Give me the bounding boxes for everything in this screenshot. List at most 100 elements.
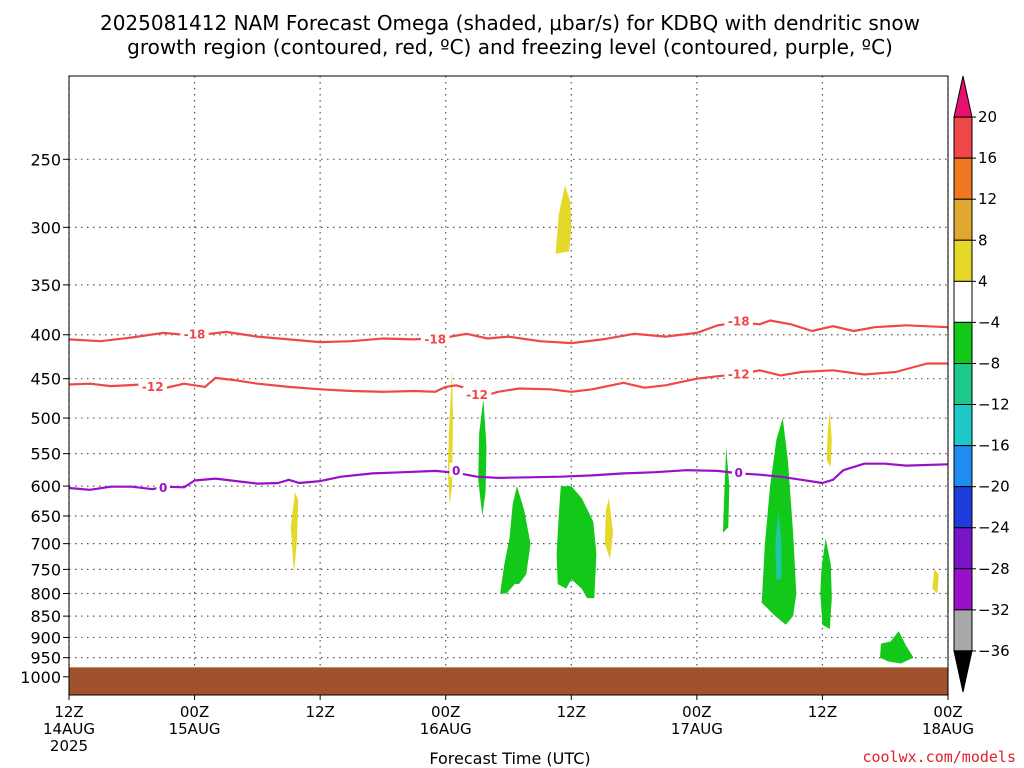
plot-frame <box>68 75 949 696</box>
x-tick-label: 12Z <box>54 703 83 721</box>
source-credit: coolwx.com/models <box>862 748 1016 766</box>
x-tick-label: 17AUG <box>671 720 723 738</box>
y-tick-label: 450 <box>30 370 61 389</box>
y-tick-label: 550 <box>30 445 61 464</box>
colorbar-bin <box>953 362 973 406</box>
omega-region-green-930 <box>880 631 914 664</box>
omega-region-yellow-300 <box>555 185 572 254</box>
colorbar-bin <box>953 198 973 241</box>
x-tick-label: 12Z <box>557 703 586 721</box>
plot-area: -18 -18 -18 -12 -12 -12 0 0 0 <box>68 75 949 696</box>
y-tick-label: 1000 <box>20 668 61 687</box>
colorbar-bin <box>953 486 973 529</box>
y-tick-label: 950 <box>30 649 61 668</box>
colorbar-bin <box>953 239 973 282</box>
y-tick-label: 650 <box>30 507 61 526</box>
contour-label-bg <box>138 378 167 393</box>
contour-label: 0 <box>452 464 460 478</box>
y-tick-label: 250 <box>30 150 61 169</box>
contour-label-bg <box>421 331 450 346</box>
colorbar-label: 4 <box>978 272 988 290</box>
x-tick-label: 14AUG <box>43 720 95 738</box>
contour-label: 0 <box>735 466 743 480</box>
ground-surface <box>69 667 948 695</box>
omega-region-green-700 <box>556 486 597 599</box>
y-tick-label: 800 <box>30 584 61 603</box>
colorbar-label: −20 <box>978 478 1010 496</box>
colorbar-bin <box>953 75 973 118</box>
contour-label: 0 <box>159 481 167 495</box>
omega-shading <box>290 185 948 664</box>
x-tick-label: 00Z <box>933 703 962 721</box>
colorbar-label: −28 <box>978 560 1010 578</box>
plot-background <box>69 76 948 695</box>
colorbar-bin <box>953 527 973 570</box>
x-tick-label: 2025 <box>50 737 88 755</box>
contour-label-bg <box>724 313 753 328</box>
x-tick-label: 12Z <box>808 703 837 721</box>
contour-label: -12 <box>142 380 164 394</box>
y-tick-label: 750 <box>30 560 61 579</box>
colorbar-bin <box>953 157 973 200</box>
chart-title-line1: 2025081412 NAM Forecast Omega (shaded, μ… <box>100 11 920 35</box>
omega-region-green-550 <box>478 398 487 516</box>
contour-label: -18 <box>728 314 750 328</box>
chart-title-line2: growth region (contoured, red, ºC) and f… <box>127 35 893 59</box>
y-tick-label: 350 <box>30 276 61 295</box>
y-tick-label: 300 <box>30 218 61 237</box>
colorbar-bin <box>953 116 973 159</box>
omega-region-yellow-530 <box>826 410 832 467</box>
x-tick-label: 00Z <box>431 703 460 721</box>
colorbar-label: −4 <box>978 313 1000 331</box>
contour-label-bg <box>462 386 492 401</box>
omega-colorbar: 20 16 12 8 4 −4 −8 −12 −16 −20 −24 −28 −32 −36 <box>953 75 1010 693</box>
contour-label-bg <box>449 462 463 477</box>
colorbar-label: 16 <box>978 149 997 167</box>
omega-region-green-720 <box>500 486 531 594</box>
contour-label-bg <box>724 366 753 381</box>
colorbar-label: 8 <box>978 231 988 249</box>
y-tick-label: 600 <box>30 477 61 496</box>
x-tick-label: 16AUG <box>420 720 472 738</box>
contour-line--18 <box>68 319 949 345</box>
colorbar-label: −24 <box>978 519 1010 537</box>
colorbar-bin <box>953 445 973 488</box>
contour-label: -18 <box>424 332 446 346</box>
colorbar-label: −12 <box>978 396 1010 414</box>
omega-region-yellow-740 <box>290 492 299 575</box>
omega-region-yellow-775 <box>932 569 939 594</box>
contour-line-0 <box>68 462 949 491</box>
y-axis-ticks: 250 300 350 400 450 500 550 600 650 700 750 800 850 9… <box>20 150 69 687</box>
y-tick-label: 700 <box>30 535 61 554</box>
colorbar-bin <box>953 650 973 693</box>
colorbar-bin <box>953 568 973 611</box>
colorbar-bin <box>953 321 973 364</box>
colorbar-label: −16 <box>978 437 1010 455</box>
contour-label: -12 <box>466 388 488 402</box>
temperature-contours: -18 -18 -18 -12 -12 -12 0 0 0 <box>68 313 949 495</box>
x-tick-label: 18AUG <box>922 720 974 738</box>
contour-label-bg <box>731 464 746 479</box>
colorbar-bin <box>953 609 973 652</box>
colorbar-label: 12 <box>978 190 997 208</box>
y-tick-label: 400 <box>30 326 61 345</box>
colorbar-label: −32 <box>978 601 1010 619</box>
contour-label: -18 <box>184 328 206 342</box>
x-tick-label: 00Z <box>682 703 711 721</box>
contour-label: -12 <box>728 368 750 382</box>
x-tick-label: 00Z <box>180 703 209 721</box>
x-tick-label: 15AUG <box>169 720 221 738</box>
contour-label-bg <box>180 326 209 341</box>
y-tick-label: 850 <box>30 607 61 626</box>
x-axis-label: Forecast Time (UTC) <box>429 749 590 768</box>
omega-region-cyan-710 <box>775 510 782 580</box>
colorbar-label: −36 <box>978 642 1010 660</box>
colorbar-bin <box>953 280 973 323</box>
colorbar-label: 20 <box>978 108 997 126</box>
omega-region-yellow-680 <box>604 498 614 560</box>
y-tick-label: 900 <box>30 628 61 647</box>
y-tick-label: 500 <box>30 409 61 428</box>
contour-label-bg <box>156 479 170 494</box>
